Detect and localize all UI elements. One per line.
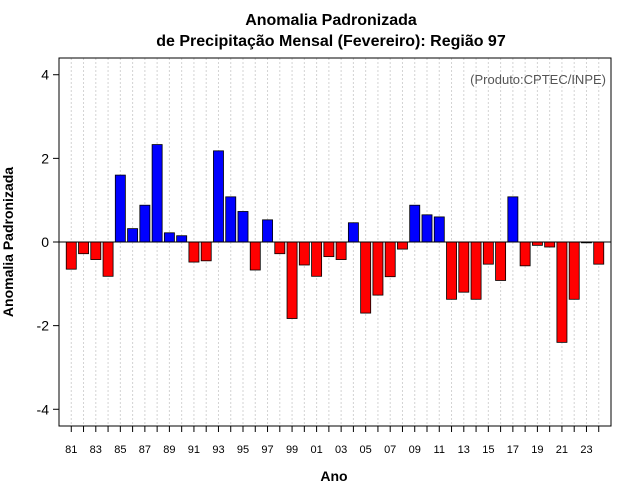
bar-86 — [127, 228, 139, 243]
bar-09 — [409, 204, 421, 243]
x-tick-label: 21 — [556, 444, 568, 456]
bar-97 — [262, 219, 273, 243]
bar-96 — [249, 241, 261, 271]
bar-87 — [139, 204, 151, 243]
y-tick-label: -4 — [37, 401, 50, 417]
bar-08 — [397, 241, 408, 250]
bar-17 — [507, 196, 519, 243]
bar-22 — [568, 241, 580, 300]
bar-90 — [176, 235, 188, 243]
bar-91 — [188, 241, 200, 263]
bars-layer — [65, 144, 605, 343]
bar-99 — [286, 241, 298, 319]
chart-subtitle: de Precipitação Mensal (Fevereiro): Regi… — [156, 33, 506, 50]
x-tick-label: 83 — [90, 444, 102, 456]
bar-15 — [482, 241, 494, 265]
x-tick-label: 15 — [482, 444, 494, 456]
bar-13 — [458, 241, 470, 293]
x-tick-label: 99 — [286, 444, 298, 456]
x-tick-label: 19 — [531, 444, 543, 456]
bar-95 — [237, 211, 249, 243]
bar-24 — [593, 241, 605, 265]
x-tick-label: 03 — [335, 444, 347, 456]
x-axis: 81 83 85 87 89 91 93 95 97 99 01 03 05 07 09 11 13 15 17 19… — [65, 426, 600, 456]
x-tick-label: 23 — [580, 444, 592, 456]
bar-11 — [433, 216, 445, 243]
bar-01 — [311, 241, 323, 277]
x-axis-label: Ano — [320, 468, 347, 484]
bar-84 — [102, 241, 114, 277]
bar-18 — [519, 241, 531, 267]
bar-19 — [531, 241, 543, 246]
bar-94 — [225, 196, 237, 243]
x-tick-label: 95 — [237, 444, 249, 456]
chart-title: Anomalia Padronizada — [245, 12, 417, 29]
x-tick-label: 97 — [261, 444, 273, 456]
bar-89 — [163, 232, 175, 243]
bar-85 — [114, 174, 126, 243]
x-tick-label: 89 — [163, 444, 175, 456]
x-tick-label: 81 — [65, 444, 77, 456]
bar-14 — [470, 241, 482, 300]
bar-10 — [421, 214, 433, 243]
x-tick-label: 11 — [434, 444, 445, 456]
x-tick-label: 87 — [139, 444, 151, 456]
x-tick-label: 01 — [310, 444, 322, 456]
x-tick-label: 07 — [384, 444, 396, 456]
y-axis: -4 -2 0 2 4 — [37, 67, 59, 417]
x-tick-label: 13 — [458, 444, 470, 456]
bar-04 — [347, 222, 359, 243]
bar-88 — [151, 144, 163, 243]
y-tick-label: 4 — [41, 67, 49, 83]
credit-label: (Produto:CPTEC/INPE) — [470, 72, 606, 87]
bar-07 — [384, 241, 396, 278]
x-tick-label: 09 — [409, 444, 421, 456]
x-tick-label: 05 — [360, 444, 372, 456]
bar-98 — [274, 241, 286, 255]
bar-05 — [360, 241, 372, 314]
y-tick-label: -2 — [37, 318, 50, 334]
x-tick-label: 17 — [507, 444, 519, 456]
bar-82 — [78, 241, 89, 255]
bar-92 — [200, 241, 212, 262]
bar-06 — [372, 241, 384, 296]
y-tick-label: 0 — [41, 234, 49, 250]
bar-83 — [90, 241, 102, 260]
bar-12 — [446, 241, 457, 300]
bar-93 — [213, 150, 224, 243]
y-axis-label: Anomalia Padronizada — [0, 167, 16, 317]
bar-03 — [335, 241, 347, 260]
x-tick-label: 85 — [114, 444, 126, 456]
bar-21 — [556, 241, 568, 343]
bar-20 — [544, 241, 556, 248]
bar-02 — [323, 241, 335, 258]
bar-00 — [298, 241, 310, 266]
bar-16 — [495, 241, 507, 281]
y-tick-label: 2 — [41, 150, 49, 166]
x-tick-label: 91 — [188, 444, 200, 456]
x-tick-label: 93 — [212, 444, 224, 456]
bar-81 — [65, 241, 77, 270]
